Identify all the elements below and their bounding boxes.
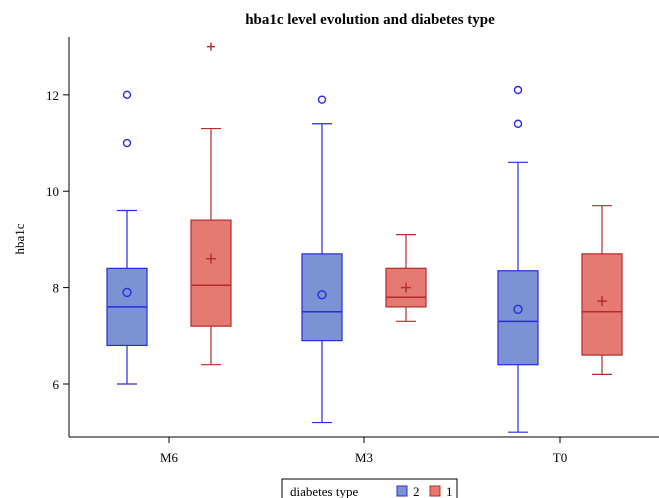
x-tick-label: M3 <box>355 450 373 465</box>
box-T0-type-1 <box>581 205 623 375</box>
box-T0-type-2 <box>497 85 539 433</box>
box-series-group <box>106 42 623 433</box>
series-2 <box>106 85 539 433</box>
legend-swatch-1 <box>429 485 441 497</box>
mean-marker <box>317 290 327 300</box>
outlier-point <box>513 119 523 128</box>
x-tick-label: T0 <box>553 450 567 465</box>
iqr-box <box>497 270 539 366</box>
outlier-point <box>513 85 523 95</box>
legend-swatch-2 <box>396 485 408 497</box>
y-tick-label: 8 <box>53 281 60 296</box>
legend-title: diabetes type <box>290 484 358 498</box>
mean-marker <box>597 296 607 307</box>
y-tick-label: 10 <box>46 184 59 199</box>
x-tick-label: M6 <box>160 450 179 465</box>
iqr-box <box>301 253 343 342</box>
outlier-point <box>207 42 215 51</box>
iqr-box <box>190 219 232 327</box>
mean-marker <box>122 287 132 298</box>
y-axis-ticks: 6 8 10 12 <box>46 88 69 392</box>
outlier-point <box>122 90 132 100</box>
chart-title: hba1c level evolution and diabetes type <box>245 12 495 28</box>
mean-marker <box>206 253 216 264</box>
box-M3-type-1 <box>385 233 427 322</box>
legend-box <box>281 478 458 498</box>
mean-marker <box>401 282 411 293</box>
y-tick-label: 6 <box>53 377 60 392</box>
y-tick-label: 12 <box>46 88 59 103</box>
box-M6-type-2 <box>106 90 148 385</box>
outlier-point <box>122 138 132 148</box>
outlier-point <box>317 95 327 104</box>
legend-label-1: 1 <box>446 484 453 498</box>
legend-label-2: 2 <box>413 484 420 498</box>
box-M6-type-1 <box>190 42 232 366</box>
mean-marker <box>513 304 523 314</box>
series-1 <box>190 42 623 375</box>
plot-area <box>69 37 659 437</box>
y-axis-label: hba1c <box>12 223 27 254</box>
box-M3-type-2 <box>301 95 343 424</box>
x-axis-ticks: M6 M3 T0 <box>160 437 567 465</box>
